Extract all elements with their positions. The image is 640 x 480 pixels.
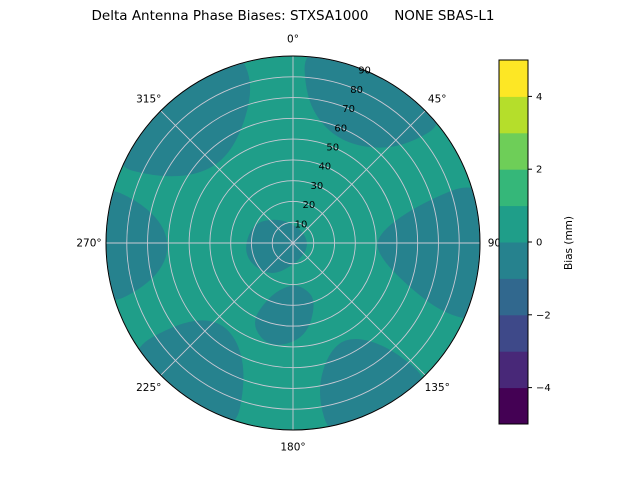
azimuth-tick-label: 45°: [428, 93, 447, 105]
contour-region: [255, 285, 314, 345]
radial-tick-label: 30: [310, 181, 323, 192]
azimuth-grid-line: [160, 242, 294, 376]
colorbar-segment: [499, 278, 528, 316]
colorbar-axis-label: Bias (mm): [563, 216, 575, 270]
polar-plot-area: [106, 56, 480, 430]
colorbar-segment: [499, 242, 528, 279]
radial-tick-label: 80: [350, 85, 363, 96]
colorbar-tick-label: 2: [536, 165, 542, 176]
colorbar-segment: [499, 132, 528, 170]
azimuth-tick-label: 315°: [136, 93, 161, 105]
azimuth-tick-label: 180°: [280, 442, 305, 454]
colorbar-segment: [499, 205, 528, 243]
azimuth-tick-label: 270°: [76, 238, 101, 250]
colorbar-segment: [499, 314, 528, 352]
azimuth-tick-label: 0°: [287, 34, 299, 46]
azimuth-tick-label: 225°: [136, 382, 161, 394]
radial-tick-label: 90: [358, 66, 371, 77]
colorbar-tick-label: −2: [536, 310, 551, 321]
azimuth-grid-line: [292, 110, 426, 244]
chart-title: Delta Antenna Phase Biases: STXSA1000 NO…: [91, 8, 495, 24]
contour-region: [304, 56, 438, 148]
colorbar-segment: [499, 351, 528, 389]
colorbar-segment: [499, 60, 528, 97]
contour-region: [246, 219, 307, 273]
azimuth-tick-label: 135°: [425, 382, 450, 394]
radial-tick-label: 60: [334, 123, 347, 134]
polar-outline: [105, 55, 481, 431]
colorbar-segment: [499, 387, 528, 425]
radial-tick-label: 10: [295, 219, 308, 230]
radial-tick-label: 50: [326, 143, 339, 154]
colorbar-segment: [499, 96, 528, 134]
radial-tick-label: 40: [318, 162, 331, 173]
radial-tick-label: 20: [303, 200, 316, 211]
radial-tick-label: 70: [342, 104, 355, 115]
colorbar-tick-label: −4: [536, 383, 551, 394]
colorbar: −4 −2 0 2 4 Bias (mm): [498, 59, 575, 425]
polar-grid: [105, 55, 481, 431]
colorbar-tick-label: 4: [536, 92, 542, 103]
colorbar-segment: [499, 169, 528, 207]
azimuth-grid-line: [292, 242, 426, 376]
colorbar-tick-label: 0: [536, 238, 542, 249]
azimuth-grid-line: [160, 110, 294, 244]
contour-region: [377, 187, 480, 318]
